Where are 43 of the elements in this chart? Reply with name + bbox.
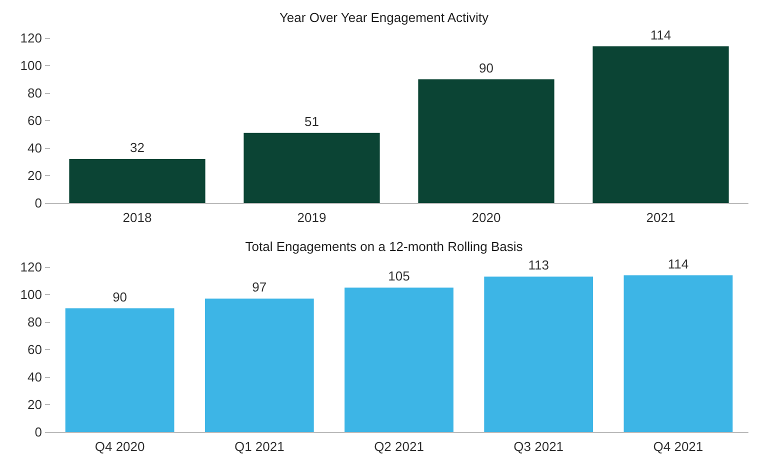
y-tick-label: 40 <box>28 140 42 156</box>
y-tick-label: 80 <box>28 86 42 100</box>
bar <box>592 46 729 203</box>
bar <box>204 298 314 432</box>
data-label: 32 <box>130 140 144 155</box>
y-tick-label: 40 <box>28 370 42 384</box>
bar <box>65 308 174 432</box>
x-tick-label: 2019 <box>297 210 326 225</box>
y-tick-label: 120 <box>20 30 42 46</box>
data-label: 51 <box>304 114 319 129</box>
x-tick-label: 2020 <box>472 210 501 225</box>
bar <box>484 276 594 432</box>
x-tick-label: 2018 <box>122 210 152 225</box>
y-tick-label: 120 <box>20 260 42 274</box>
chart-title: Year Over Year Engagement Activity <box>279 10 490 25</box>
data-label: 114 <box>650 27 672 42</box>
bar <box>344 288 454 432</box>
x-tick-label: Q2 2021 <box>374 439 424 454</box>
y-tick-label: 0 <box>34 424 42 440</box>
data-label: 90 <box>479 60 494 76</box>
y-tick-label: 80 <box>28 314 42 330</box>
y-tick-label: 0 <box>34 196 42 210</box>
y-tick-label: 100 <box>20 287 42 302</box>
y-tick-label: 60 <box>28 342 42 357</box>
y-tick-label: 100 <box>20 58 42 73</box>
y-tick-label: 20 <box>28 168 42 183</box>
bar <box>418 79 554 203</box>
x-tick-label: Q4 2020 <box>94 439 145 454</box>
data-label: 105 <box>388 268 410 284</box>
x-tick-label: Q3 2021 <box>514 439 564 454</box>
x-tick-label: Q1 2021 <box>234 439 284 454</box>
bar <box>624 275 733 432</box>
data-label: 97 <box>252 280 267 295</box>
x-tick-label: Q4 2021 <box>653 439 704 454</box>
chart-title: Total Engagements on a 12-month Rolling Basis <box>245 239 524 254</box>
y-tick-label: 20 <box>28 397 42 412</box>
bar <box>244 132 380 203</box>
x-tick-label: 2021 <box>646 210 676 225</box>
data-label: 114 <box>668 256 689 272</box>
data-label: 90 <box>112 289 128 304</box>
y-tick-label: 60 <box>28 113 42 128</box>
data-label: 113 <box>528 258 549 273</box>
bar <box>69 159 206 203</box>
